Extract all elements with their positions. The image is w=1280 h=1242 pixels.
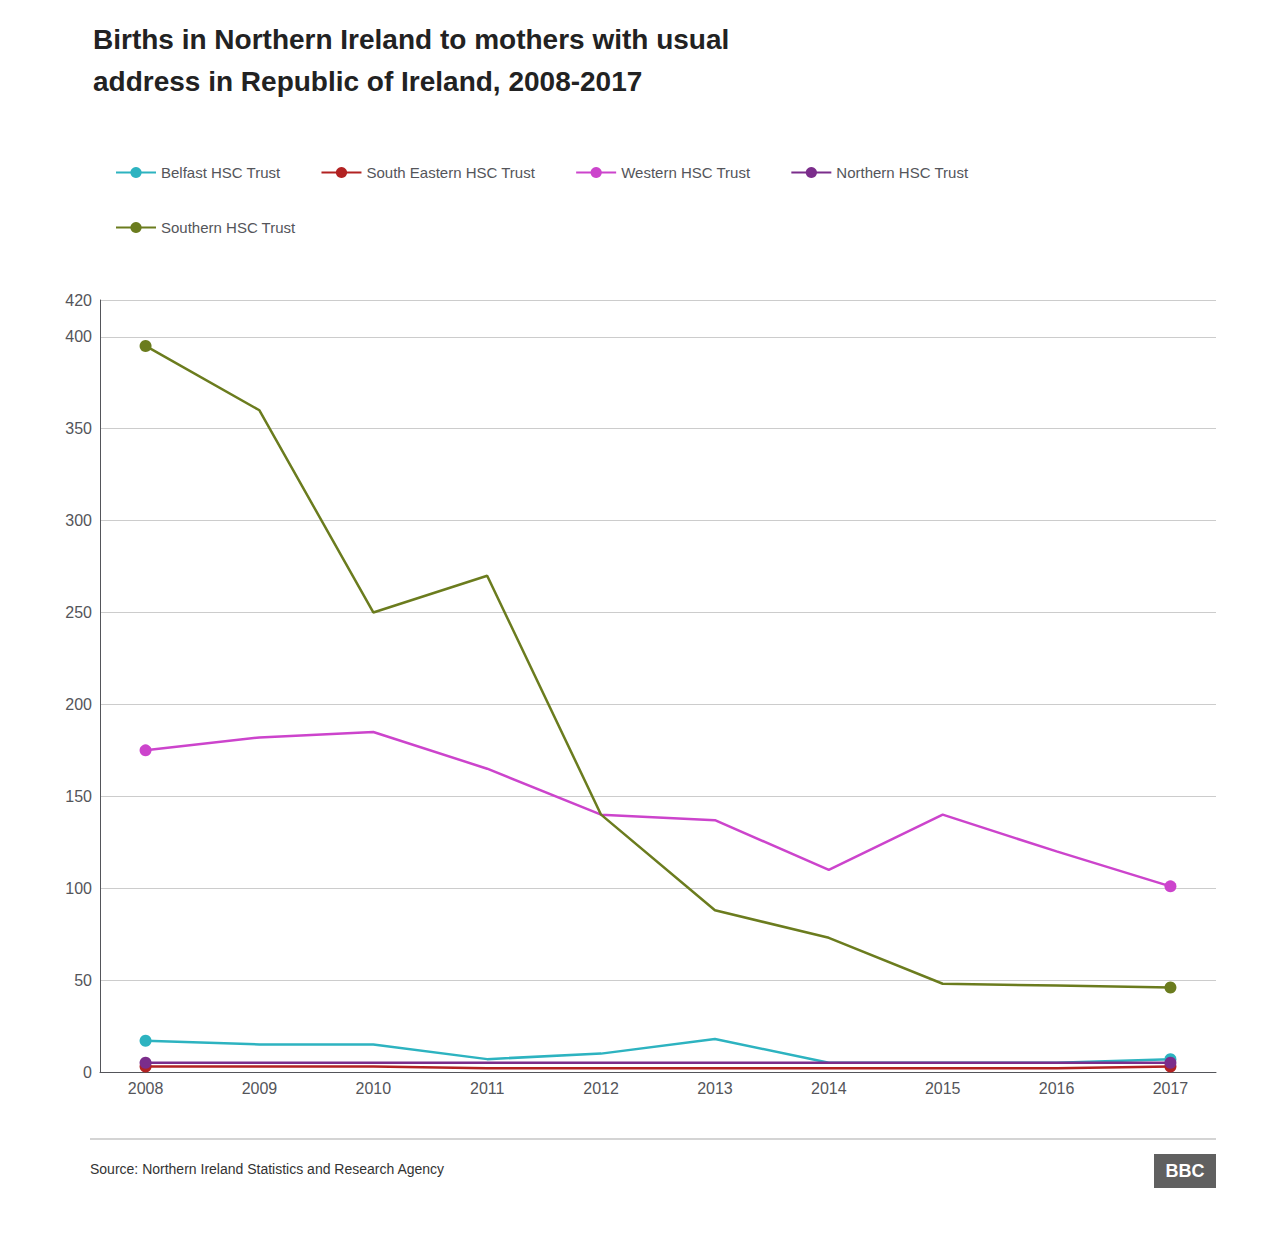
svg-text:2012: 2012: [583, 1080, 619, 1097]
svg-text:2011: 2011: [470, 1080, 505, 1097]
svg-text:Western HSC Trust: Western HSC Trust: [621, 164, 751, 181]
svg-text:350: 350: [65, 420, 92, 437]
svg-text:2010: 2010: [356, 1080, 392, 1097]
svg-text:250: 250: [65, 604, 92, 621]
svg-text:2014: 2014: [811, 1080, 847, 1097]
svg-text:2009: 2009: [242, 1080, 278, 1097]
svg-text:2017: 2017: [1153, 1080, 1189, 1097]
svg-text:420: 420: [65, 292, 92, 309]
svg-text:2015: 2015: [925, 1080, 961, 1097]
svg-text:0: 0: [83, 1064, 92, 1081]
svg-text:200: 200: [65, 696, 92, 713]
svg-text:2013: 2013: [697, 1080, 733, 1097]
svg-text:150: 150: [65, 788, 92, 805]
svg-text:Northern HSC Trust: Northern HSC Trust: [836, 164, 969, 181]
svg-text:BBC: BBC: [1166, 1161, 1205, 1181]
svg-text:50: 50: [74, 972, 92, 989]
svg-text:2008: 2008: [128, 1080, 164, 1097]
svg-text:Source: Northern Ireland Stati: Source: Northern Ireland Statistics and …: [90, 1161, 444, 1177]
svg-text:Births in Northern Ireland to: Births in Northern Ireland to mothers wi…: [93, 24, 729, 55]
svg-text:2016: 2016: [1039, 1080, 1075, 1097]
svg-text:300: 300: [65, 512, 92, 529]
svg-text:400: 400: [65, 328, 92, 345]
svg-text:Belfast HSC Trust: Belfast HSC Trust: [161, 164, 281, 181]
svg-text:address in Republic of Ireland: address in Republic of Ireland, 2008-201…: [93, 66, 642, 97]
svg-text:100: 100: [65, 880, 92, 897]
svg-text:Southern HSC Trust: Southern HSC Trust: [161, 219, 296, 236]
svg-text:South Eastern HSC Trust: South Eastern HSC Trust: [366, 164, 535, 181]
